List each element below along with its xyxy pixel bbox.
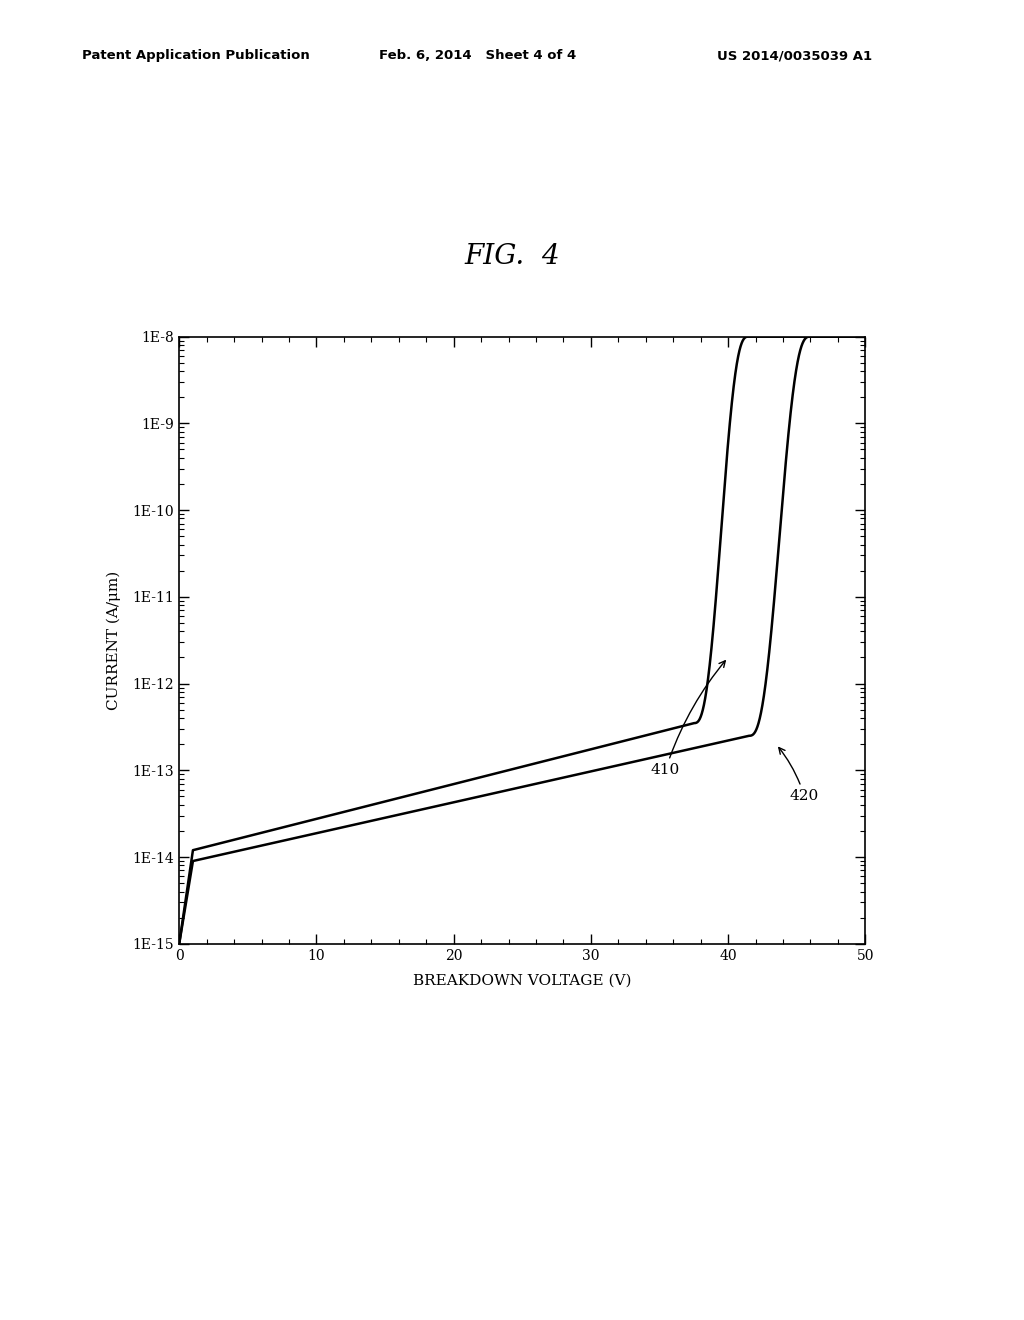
Text: FIG.  4: FIG. 4 — [464, 243, 560, 271]
Text: Feb. 6, 2014   Sheet 4 of 4: Feb. 6, 2014 Sheet 4 of 4 — [379, 49, 577, 62]
Y-axis label: CURRENT (A/μm): CURRENT (A/μm) — [108, 570, 122, 710]
Text: 420: 420 — [779, 747, 819, 804]
Text: 410: 410 — [651, 661, 725, 777]
Text: Patent Application Publication: Patent Application Publication — [82, 49, 309, 62]
X-axis label: BREAKDOWN VOLTAGE (V): BREAKDOWN VOLTAGE (V) — [413, 974, 632, 987]
Text: US 2014/0035039 A1: US 2014/0035039 A1 — [717, 49, 871, 62]
